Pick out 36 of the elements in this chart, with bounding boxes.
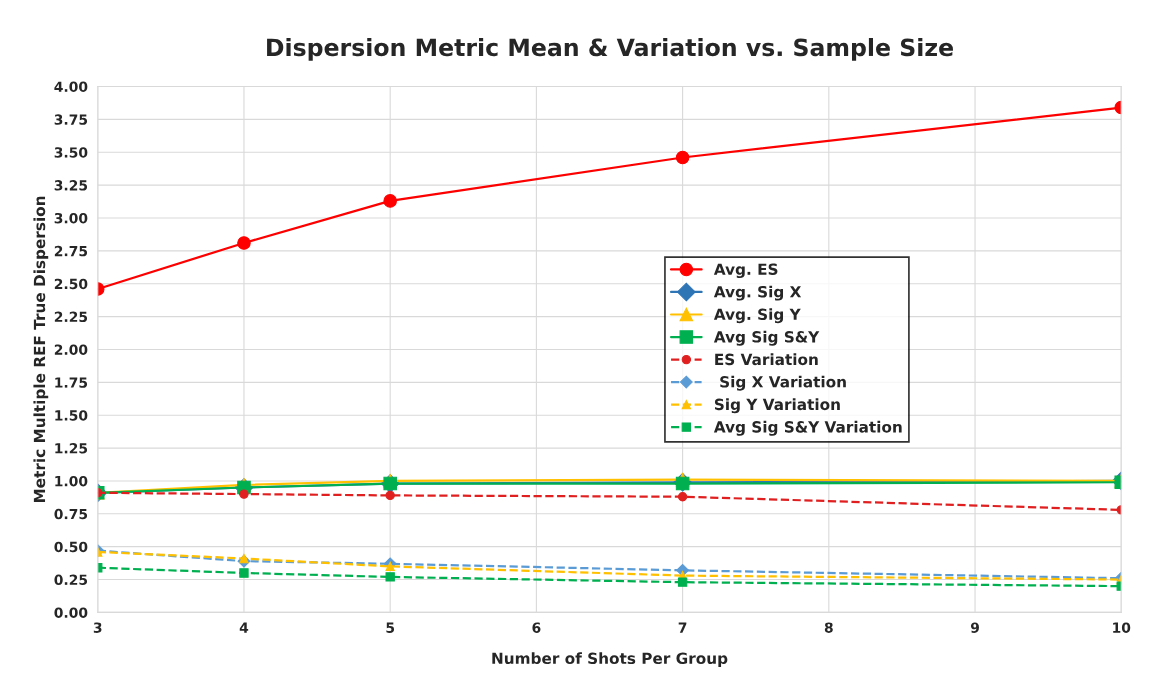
y-tick-label: 1.50 <box>55 410 88 421</box>
y-tick-label: 1.75 <box>55 377 88 388</box>
legend-label: Sig X Variation <box>720 375 846 391</box>
y-tick-label: 3.50 <box>54 147 88 158</box>
y-tick-label: 0.50 <box>54 541 88 553</box>
y-tick-label: 0.75 <box>54 508 88 520</box>
y-tick-label: 2.00 <box>54 344 88 355</box>
y-tick-label: 3.75 <box>54 114 88 125</box>
legend-label: Sig Y Variation <box>714 398 840 414</box>
y-axis-title: Metric Multiple REF True Dispersion <box>33 196 49 503</box>
legend-label: Avg Sig S&Y Variation <box>713 420 902 436</box>
x-axis-title: Number of Shots Per Group <box>492 652 728 668</box>
y-tick-label: 0.00 <box>54 607 88 618</box>
legend-label: Avg. Sig X <box>713 285 802 301</box>
legend-label: ES Variation <box>715 353 818 366</box>
x-tick-label: 6 <box>532 622 541 633</box>
y-tick-label: 1.00 <box>55 475 88 487</box>
x-tick-label: 8 <box>824 622 833 633</box>
y-tick-label: 2.25 <box>54 311 88 323</box>
x-tick-label: 10 <box>1113 622 1131 633</box>
x-tick-label: 9 <box>970 622 979 633</box>
y-tick-label: 3.00 <box>54 212 88 224</box>
legend-label: Avg Sig S&Y <box>713 330 820 346</box>
y-tick-label: 2.75 <box>54 245 88 257</box>
y-tick-label: 2.50 <box>54 278 88 290</box>
y-tick-label: 4.00 <box>54 81 88 92</box>
y-tick-label: 0.25 <box>54 574 88 586</box>
x-tick-label: 5 <box>386 622 395 633</box>
chart-title: Dispersion Metric Mean & Variation vs. Sample Size <box>267 38 953 61</box>
legend-label: Avg. Sig Y <box>713 308 801 324</box>
x-tick-label: 3 <box>93 622 102 633</box>
y-tick-label: 1.25 <box>55 443 88 454</box>
x-tick-label: 4 <box>239 622 249 633</box>
x-tick-label: 7 <box>678 622 687 633</box>
y-tick-label: 3.25 <box>54 180 88 191</box>
legend-label: Avg. ES <box>713 263 778 279</box>
